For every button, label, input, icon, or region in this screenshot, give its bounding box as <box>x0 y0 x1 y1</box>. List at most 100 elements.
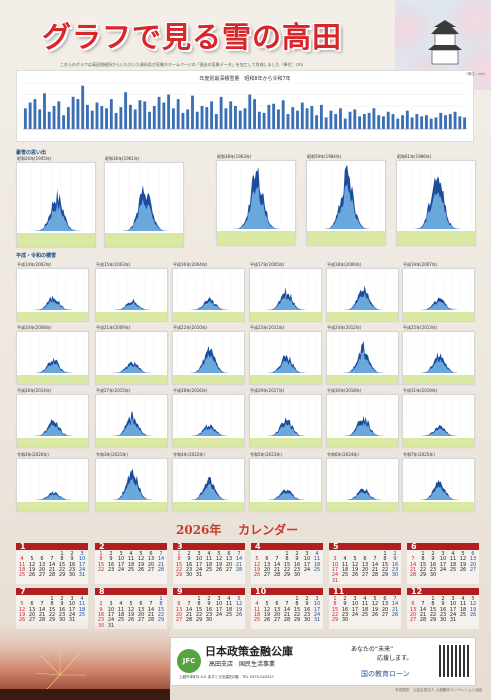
calendar-day: 31 <box>78 572 86 579</box>
calendar-day: 25 <box>205 566 213 573</box>
snow-chart-footer <box>105 233 183 247</box>
snow-chart <box>327 336 398 384</box>
calendar-month: 4 1 2 3 4 5 6 7 8 9 10 11 12 13 14 15 16 17 18 19 20 21 22 23 24… <box>251 542 323 584</box>
snow-chart-title: 平成20年(2008年) <box>17 325 52 330</box>
snow-chart-title: 平成24年(2012年) <box>327 325 362 330</box>
calendar-day: 22 <box>58 566 66 573</box>
snow-chart-title: 平成31年(2019年) <box>403 388 438 393</box>
qr-code[interactable] <box>439 645 471 677</box>
intro-text: これらのグラフは高田測候所からいただいた資料及び気象庁ホームページの「過去の気象… <box>60 62 306 67</box>
calendar-day: 29 <box>419 572 427 579</box>
snow-chart <box>17 273 88 321</box>
calendar-day: 1 <box>177 551 181 557</box>
annual-bar <box>401 115 404 129</box>
calendar-day: 27 <box>361 572 369 579</box>
annual-bar <box>439 112 443 129</box>
snow-chart-footer <box>307 231 385 245</box>
calendar-day: 27 <box>263 572 271 579</box>
calendar-month: 9 1 2 3 4 5 6 7 8 9 10 11 12 13 14 15 16 17 18 19 20 21 22 23 24… <box>173 587 245 629</box>
calendar-day: 7 <box>149 601 153 608</box>
calendar-month-header: 3 <box>173 542 245 551</box>
annual-bar <box>57 101 61 129</box>
calendar-day: 24 <box>117 566 125 573</box>
annual-bar <box>429 118 433 129</box>
calendar-day: 3 <box>80 551 84 557</box>
fireworks-photo <box>0 615 170 700</box>
calendar-day: 7 <box>275 556 279 563</box>
calendar-day: 18 <box>117 611 125 618</box>
snow-chart-footer <box>17 375 88 384</box>
calendar-day: 15 <box>283 561 291 568</box>
snow-chart-card: 平成18年(2006年) <box>326 262 399 322</box>
calendar-day: 24 <box>439 566 447 573</box>
calendar-day: 11 <box>225 601 233 608</box>
calendar-month: 2 1 2 3 4 5 6 7 8 9 10 11 12 13 14 15 16 17 18 19 20 21 22 23 24… <box>95 542 167 584</box>
calendar-month-header: 10 <box>251 587 323 596</box>
calendar-day: 2 <box>207 596 211 602</box>
snow-average-area <box>109 302 154 310</box>
calendar-day: 1 <box>333 596 337 602</box>
calendar-day: 24 <box>351 611 359 618</box>
calendar-day: 1 <box>60 551 64 557</box>
calendar-day: 5 <box>461 551 465 557</box>
snow-chart <box>96 399 167 447</box>
jfc-logo: JFC <box>177 649 201 673</box>
calendar-month: 10 1 2 3 4 5 6 7 8 9 10 11 12 13 14 15 16 17 18 19 20 21 22 23 2… <box>251 587 323 629</box>
annual-bar <box>362 114 366 129</box>
calendar-day: 17 <box>439 561 447 568</box>
calendar-label: カレンダー <box>238 523 299 537</box>
calendar-month: 1 1 2 3 4 5 6 7 8 9 10 11 12 13 14 15 16 17 18 19 20 21 22 23 24… <box>16 542 88 584</box>
snow-chart-card: 平成21年(2009年) <box>95 325 168 385</box>
annual-bar <box>300 102 304 129</box>
calendar-day: 7 <box>159 551 163 557</box>
calendar-day: 6 <box>149 551 153 557</box>
snow-chart <box>327 399 398 447</box>
calendar-day: 9 <box>441 601 445 608</box>
calendar-day: 12 <box>459 556 467 563</box>
ad-slogan-2: 応援します。 <box>377 655 413 662</box>
annual-bar <box>424 115 428 129</box>
calendar-day: 12 <box>371 601 379 608</box>
snow-chart-title: 平成22年(2010年) <box>173 325 208 330</box>
annual-bar <box>191 95 194 129</box>
calendar-day: 22 <box>429 611 437 618</box>
calendar-day: 17 <box>351 606 359 613</box>
annual-bar <box>210 101 214 129</box>
calendar-day: 23 <box>429 566 437 573</box>
snow-chart-footer <box>403 502 474 511</box>
calendar-day: 27 <box>225 566 233 573</box>
snow-chart-card: 令和4年(2022年) <box>172 452 245 512</box>
annual-bar <box>262 112 266 129</box>
annual-bar <box>105 108 108 129</box>
calendar-day: 19 <box>371 606 379 613</box>
calendar-month-header: 5 <box>329 542 401 551</box>
snow-average-area <box>340 422 385 436</box>
snow-chart <box>403 399 474 447</box>
calendar-day: 14 <box>273 561 281 568</box>
calendar-day: 11 <box>449 556 457 563</box>
calendar-day: 28 <box>185 617 193 624</box>
section-memories: 豪雪の思い出 <box>16 150 47 156</box>
calendar-day: 6 <box>363 556 367 563</box>
snow-average-area <box>119 198 169 231</box>
calendar-day: 29 <box>175 572 183 579</box>
calendar-day: 28 <box>419 617 427 624</box>
snow-average-area <box>30 493 75 500</box>
annual-bar <box>62 115 66 129</box>
calendar-day: 20 <box>28 611 36 618</box>
snow-chart-title: 昭和59年(1984年) <box>307 154 342 159</box>
calendar-day: 14 <box>147 606 155 613</box>
calendar-day: 16 <box>68 561 76 568</box>
calendar-day: 17 <box>331 566 339 573</box>
calendar-month-header: 4 <box>251 542 323 551</box>
calendar-day: 20 <box>137 611 145 618</box>
calendar-day: 14 <box>391 601 399 608</box>
calendar-month-header: 8 <box>95 587 167 596</box>
calendar-day: 12 <box>127 606 135 613</box>
snow-chart-title: 昭和36年(1961年) <box>105 156 140 161</box>
snow-chart-footer <box>17 502 88 511</box>
calendar-day: 26 <box>215 566 223 573</box>
calendar-day: 26 <box>263 617 271 624</box>
